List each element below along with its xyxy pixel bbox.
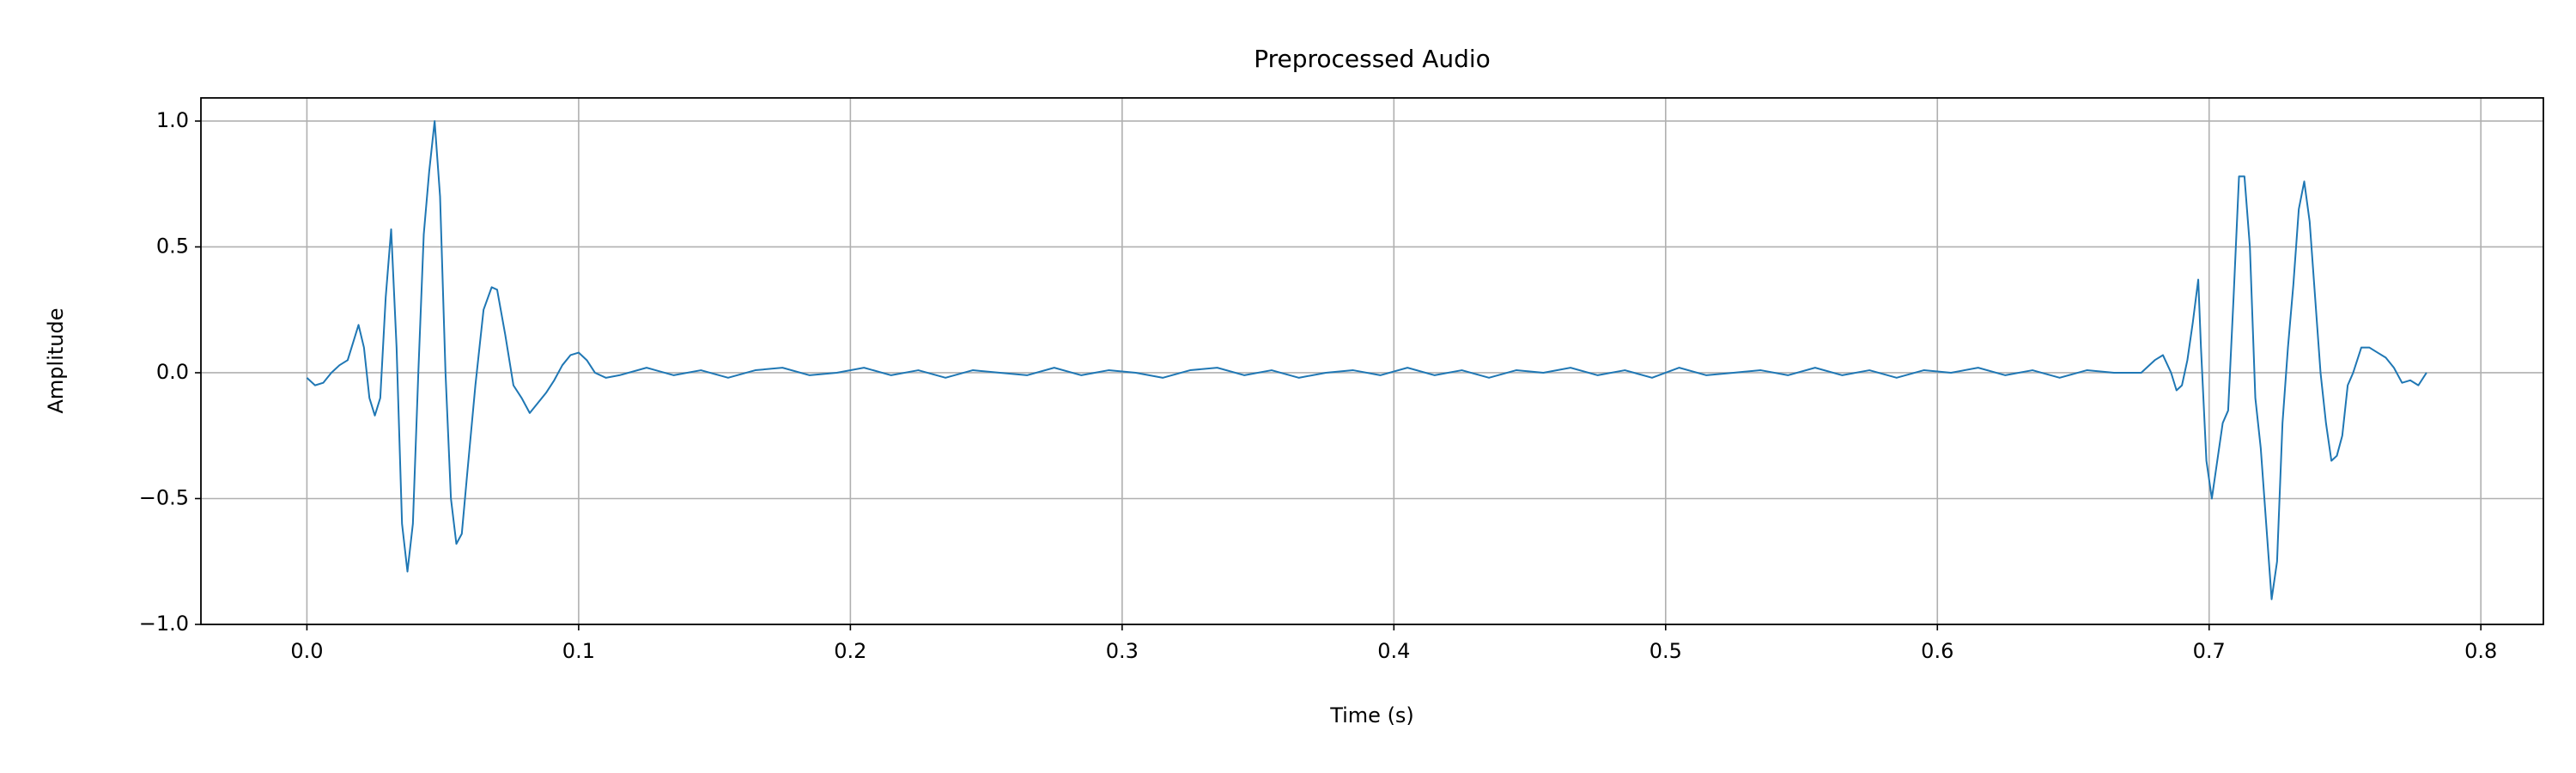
x-tick-label: 0.0 bbox=[290, 639, 323, 663]
y-tick-label: 0.5 bbox=[156, 234, 189, 258]
x-tick-label: 0.5 bbox=[1649, 639, 1682, 663]
x-axis-label: Time (s) bbox=[1329, 703, 1414, 727]
chart-title: Preprocessed Audio bbox=[1254, 45, 1491, 73]
x-tick-label: 0.8 bbox=[2464, 639, 2497, 663]
y-tick-label: −0.5 bbox=[139, 485, 189, 509]
x-tick-label: 0.6 bbox=[1921, 639, 1953, 663]
y-tick-label: 1.0 bbox=[156, 108, 189, 132]
plot-frame bbox=[200, 97, 2544, 625]
waveform-line bbox=[306, 119, 2427, 600]
x-tick-label: 0.4 bbox=[1377, 639, 1410, 663]
y-tick-label: −1.0 bbox=[139, 612, 189, 636]
x-tick-label: 0.1 bbox=[562, 639, 595, 663]
y-axis-label: Amplitude bbox=[44, 308, 68, 414]
x-tick-label: 0.3 bbox=[1106, 639, 1139, 663]
y-tick-label: 0.0 bbox=[156, 360, 189, 384]
x-tick-label: 0.2 bbox=[834, 639, 866, 663]
x-tick-label: 0.7 bbox=[2193, 639, 2226, 663]
